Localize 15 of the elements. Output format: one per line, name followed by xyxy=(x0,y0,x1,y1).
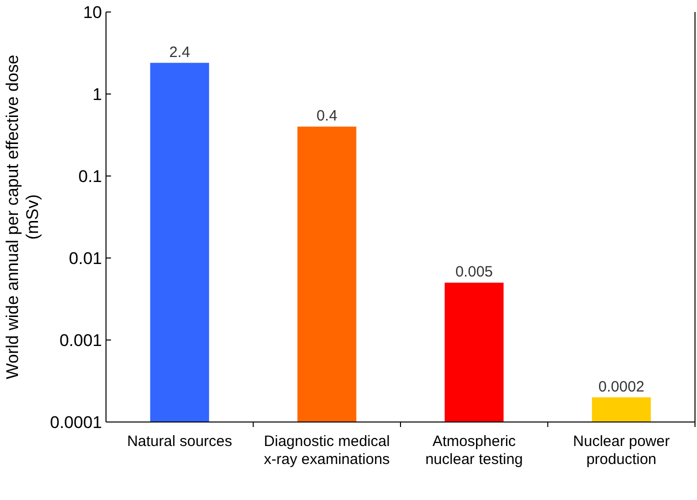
x-tick-label: Atmospheric nuclear testing xyxy=(425,433,523,468)
y-tick-label: 1 xyxy=(92,84,102,104)
y-tick-label: 0.01 xyxy=(68,248,102,268)
y-tick-label: 10 xyxy=(83,2,102,22)
y-tick-label: 0.1 xyxy=(78,166,102,186)
x-tick-label: Natural sources xyxy=(127,433,232,450)
data-label: 0.0002 xyxy=(598,378,644,396)
data-label: 0.4 xyxy=(316,108,338,125)
data-label: 0.005 xyxy=(455,264,493,281)
y-tick-label: 0.001 xyxy=(59,330,102,350)
y-tick-label: 0.0001 xyxy=(50,412,102,432)
y-axis-title: World wide annual per caput effective dose (mSv) xyxy=(3,54,42,380)
data-label: 2.4 xyxy=(169,44,190,61)
x-tick-label: Nuclear power production xyxy=(573,433,670,468)
x-tick-label: Diagnostic medical x-ray examinations xyxy=(264,433,390,468)
